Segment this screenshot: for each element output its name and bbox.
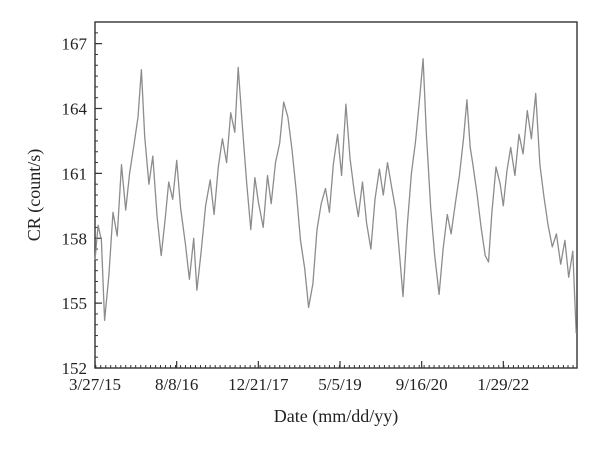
- y-tick-label: 167: [62, 35, 88, 54]
- x-tick-label: 3/27/15: [69, 375, 121, 394]
- y-tick-label: 158: [62, 229, 88, 248]
- x-tick-label: 8/8/16: [155, 375, 198, 394]
- x-tick-label: 5/5/19: [318, 375, 361, 394]
- y-tick-label: 161: [62, 164, 88, 183]
- data-series: [94, 58, 577, 334]
- y-tick-label: 155: [62, 294, 88, 313]
- x-tick-label: 12/21/17: [228, 375, 289, 394]
- series-line: [94, 58, 577, 334]
- x-tick-label: 1/29/22: [477, 375, 529, 394]
- x-axis-title: Date (mm/dd/yy): [274, 406, 398, 427]
- y-tick-label: 152: [62, 359, 88, 378]
- y-axis-ticks: 152 155 158 161 164 167: [62, 35, 102, 378]
- y-tick-label: 164: [62, 100, 88, 119]
- y-axis-title: CR (count/s): [24, 149, 45, 242]
- x-axis-ticks: 3/27/15 8/8/16 12/21/17 5/5/19 9/16/20 1/29/2…: [69, 361, 529, 394]
- x-tick-label: 9/16/20: [396, 375, 448, 394]
- x-minor-ticks: [95, 365, 574, 368]
